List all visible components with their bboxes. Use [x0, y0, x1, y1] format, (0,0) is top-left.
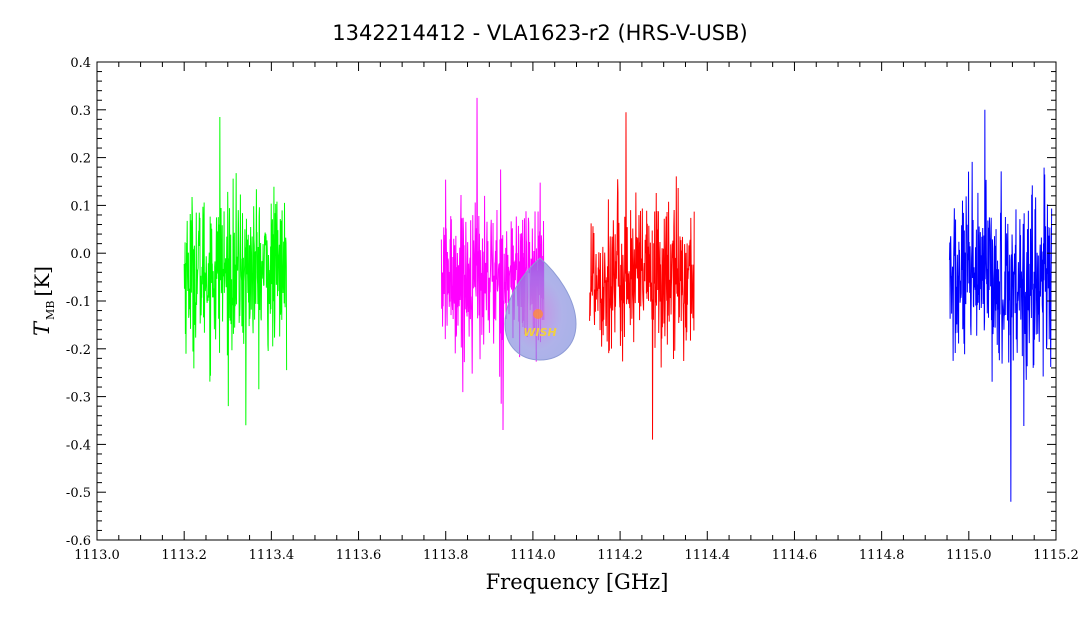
logo-text: WISH [523, 326, 556, 339]
spectrum-series-2 [440, 97, 545, 431]
svg-text:TMB[K]: TMB [K] [30, 266, 57, 336]
x-tick-label: 1115.0 [946, 548, 992, 563]
y-tick-label: -0.2 [66, 343, 91, 358]
x-tick-label: 1114.8 [859, 548, 905, 563]
wish-logo: WISH [504, 257, 577, 361]
chart-title: 1342214412 - VLA1623-r2 (HRS-V-USB) [332, 21, 747, 45]
y-axis-label-main: T [30, 320, 54, 336]
y-axis-tick-labels: -0.6 -0.5 -0.4 -0.3 -0.2 -0.1 0.0 0.1 0.2 0.3 0.4 [66, 56, 91, 549]
y-tick-label: 0.0 [70, 247, 91, 262]
logo-star-icon [533, 309, 543, 319]
x-tick-label: 1115.2 [1033, 548, 1079, 563]
y-tick-label: 0.1 [70, 199, 91, 214]
spectrum-series-3 [589, 112, 695, 440]
x-tick-label: 1114.2 [597, 548, 643, 563]
y-tick-label: -0.5 [66, 486, 91, 501]
series-layer [183, 97, 1053, 502]
x-tick-label: 1113.6 [336, 548, 382, 563]
y-tick-label: -0.6 [66, 534, 91, 549]
y-tick-label: 0.2 [70, 152, 91, 167]
x-tick-label: 1114.4 [685, 548, 731, 563]
spectrum-series-1 [183, 116, 288, 426]
x-axis-label: Frequency [GHz] [486, 570, 669, 594]
y-tick-label: -0.1 [66, 295, 91, 310]
y-tick-label: 0.3 [70, 104, 91, 119]
x-tick-label: 1113.0 [74, 548, 120, 563]
y-tick-label: 0.4 [70, 56, 91, 71]
spectrum-series-4 [948, 109, 1053, 502]
x-tick-label: 1113.2 [161, 548, 207, 563]
y-axis-label-unit: [K] [30, 266, 54, 297]
y-tick-label: -0.3 [66, 391, 91, 406]
plot-frame [96, 61, 1057, 541]
x-tick-label: 1114.0 [510, 548, 556, 563]
x-tick-label: 1113.8 [423, 548, 469, 563]
x-tick-label: 1113.4 [249, 548, 295, 563]
y-axis-label-sub: MB [44, 301, 57, 320]
x-tick-label: 1114.6 [772, 548, 818, 563]
y-axis-label: TMB [K] [30, 266, 57, 336]
y-tick-label: -0.4 [66, 438, 91, 453]
x-axis-tick-labels: 1113.0 1113.2 1113.4 1113.6 1113.8 1114.0 1114… [74, 548, 1079, 563]
axis-ticks [96, 61, 1057, 541]
logo-drop-icon [504, 257, 577, 361]
